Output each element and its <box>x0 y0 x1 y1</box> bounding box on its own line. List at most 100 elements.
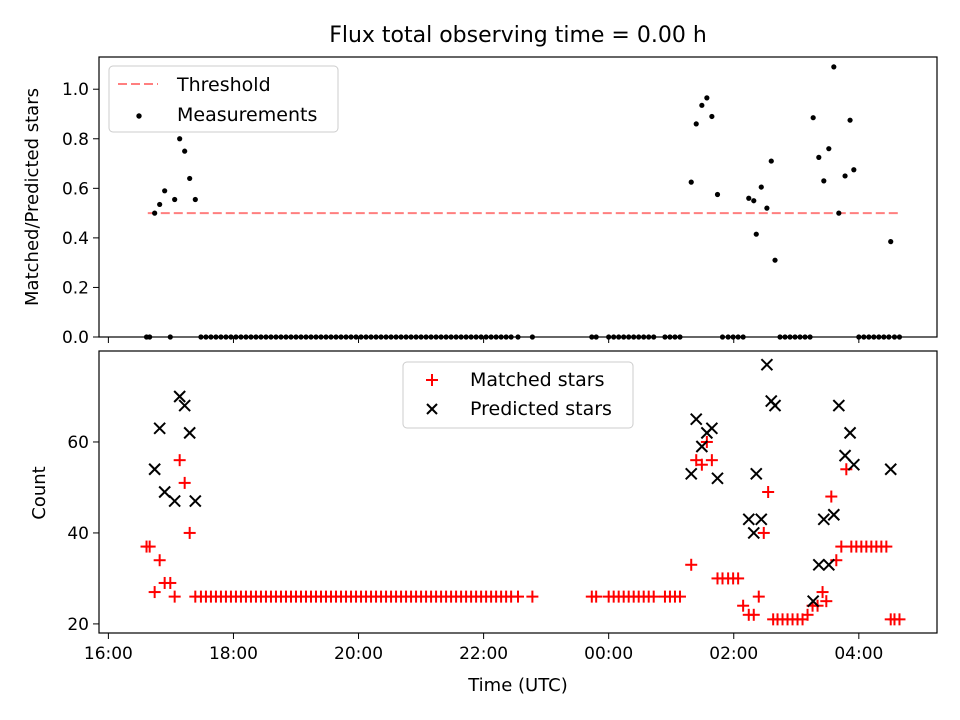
matched-star-marker <box>835 540 848 553</box>
matched-star-marker <box>173 454 186 467</box>
predicted-star-marker <box>705 422 719 435</box>
x-tick-label: 16:00 <box>84 644 133 664</box>
x-tick-label: 00:00 <box>584 644 633 664</box>
matched-star-marker <box>685 558 698 571</box>
measurement-point <box>152 210 158 216</box>
matched-star-marker <box>820 595 833 608</box>
x-axis-label: Time (UTC) <box>467 675 568 696</box>
matched-star-marker <box>757 526 770 539</box>
measurement-point <box>758 184 764 190</box>
measurement-point <box>177 136 183 142</box>
measurement-point <box>772 257 778 263</box>
measurement-point <box>836 210 842 216</box>
matched-star-marker <box>183 526 196 539</box>
bottom-legend-box <box>402 361 634 429</box>
measurement-point <box>714 191 721 198</box>
measurement-point <box>157 201 163 208</box>
x-tick-label: 04:00 <box>834 644 883 664</box>
predicted-star-marker <box>695 440 709 453</box>
matched-star-marker <box>143 540 156 553</box>
measurement-point <box>162 188 168 194</box>
top-panel: Flux total observing time = 0.00 h Match… <box>22 23 938 348</box>
top-axes-frame <box>98 56 938 338</box>
measurement-point <box>709 113 715 120</box>
threshold-legend-label: Threshold <box>176 74 271 96</box>
predicted-star-marker <box>750 467 763 481</box>
measurement-point <box>764 205 770 211</box>
predicted-legend-label: Predicted stars <box>470 398 612 420</box>
bottom-axis-ticks: 20 40 60 16:00 18:00 20:00 22:00 00:00 02:00 04:0… <box>67 433 883 664</box>
matched-star-marker <box>732 572 745 585</box>
matched-star-marker <box>164 576 177 589</box>
bottom-y-tick-label: 40 <box>67 524 89 544</box>
matched-star-marker <box>752 590 765 603</box>
matched-star-marker <box>153 554 166 567</box>
measurement-point <box>751 198 757 204</box>
bottom-panel: Count Time (UTC) 20 40 60 16:00 18:00 20:00 22… <box>29 350 938 696</box>
predicted-star-marker <box>183 426 196 440</box>
bottom-axes-frame <box>98 350 938 634</box>
top-y-tick-label: 1.0 <box>62 80 89 100</box>
chart-title: Flux total observing time = 0.00 h <box>329 23 707 48</box>
predicted-star-marker <box>812 558 826 571</box>
top-y-tick-label: 0.8 <box>62 130 89 150</box>
matched-legend-swatch <box>426 374 438 386</box>
predicted-star-marker <box>747 526 760 540</box>
measurement-point <box>699 102 705 108</box>
matched-star-marker <box>801 608 814 621</box>
measurement-point <box>821 178 827 184</box>
predicted-star-marker <box>148 463 161 476</box>
matched-star-marker <box>526 590 539 603</box>
matched-star-marker <box>737 599 750 612</box>
measurement-point <box>693 121 699 127</box>
top-y-axis-label: Matched/Predicted stars <box>22 88 43 306</box>
predicted-star-marker <box>832 399 846 412</box>
matched-star-marker <box>695 458 708 471</box>
predicted-star-marker <box>742 513 755 526</box>
measurements-legend-label: Measurements <box>177 104 317 126</box>
measurements-legend-swatch <box>136 113 142 119</box>
matched-star-marker <box>148 586 161 599</box>
predicted-star-marker <box>755 513 768 526</box>
matched-star-marker <box>747 608 760 621</box>
x-tick-label: 02:00 <box>709 644 758 664</box>
bottom-legend: Matched stars Predicted stars <box>402 361 634 429</box>
bottom-data-marks <box>140 358 906 626</box>
predicted-star-marker <box>158 485 171 499</box>
top-y-tick-label: 0.6 <box>62 179 89 199</box>
matched-star-marker <box>825 490 838 503</box>
measurement-point <box>704 95 710 101</box>
predicted-star-marker <box>806 594 820 608</box>
x-tick-label: 18:00 <box>209 644 258 664</box>
bottom-y-tick-label: 60 <box>67 433 89 453</box>
predicted-star-marker <box>168 494 181 508</box>
measurement-point <box>810 115 816 121</box>
predicted-star-marker <box>822 558 836 571</box>
predicted-star-marker <box>711 472 724 485</box>
measurement-point <box>768 158 774 164</box>
measurement-point <box>172 196 178 203</box>
top-y-tick-label: 0.4 <box>62 229 89 249</box>
matched-star-marker <box>705 454 718 467</box>
top-axis-ticks: 0.0 0.2 0.4 0.6 0.8 1.0 <box>62 80 860 348</box>
measurement-point <box>851 167 857 173</box>
predicted-star-marker <box>847 458 861 471</box>
predicted-star-marker <box>153 422 166 435</box>
predicted-star-marker <box>827 508 841 521</box>
predicted-star-marker <box>760 358 774 371</box>
predicted-star-marker <box>685 467 698 481</box>
predicted-star-marker <box>189 494 202 508</box>
predicted-star-marker <box>817 513 831 526</box>
top-legend-box <box>108 65 339 133</box>
measurement-point <box>888 239 894 245</box>
matched-star-marker <box>762 486 775 498</box>
matched-star-marker <box>816 586 829 599</box>
matched-star-marker <box>178 476 191 489</box>
x-tick-label: 20:00 <box>334 644 383 664</box>
measurement-point <box>746 195 752 201</box>
top-y-tick-label: 0.0 <box>62 328 89 348</box>
bottom-y-axis-label: Count <box>29 466 50 519</box>
measurement-point <box>753 231 759 237</box>
matched-star-marker <box>893 613 906 626</box>
predicted-legend-swatch <box>426 403 438 415</box>
